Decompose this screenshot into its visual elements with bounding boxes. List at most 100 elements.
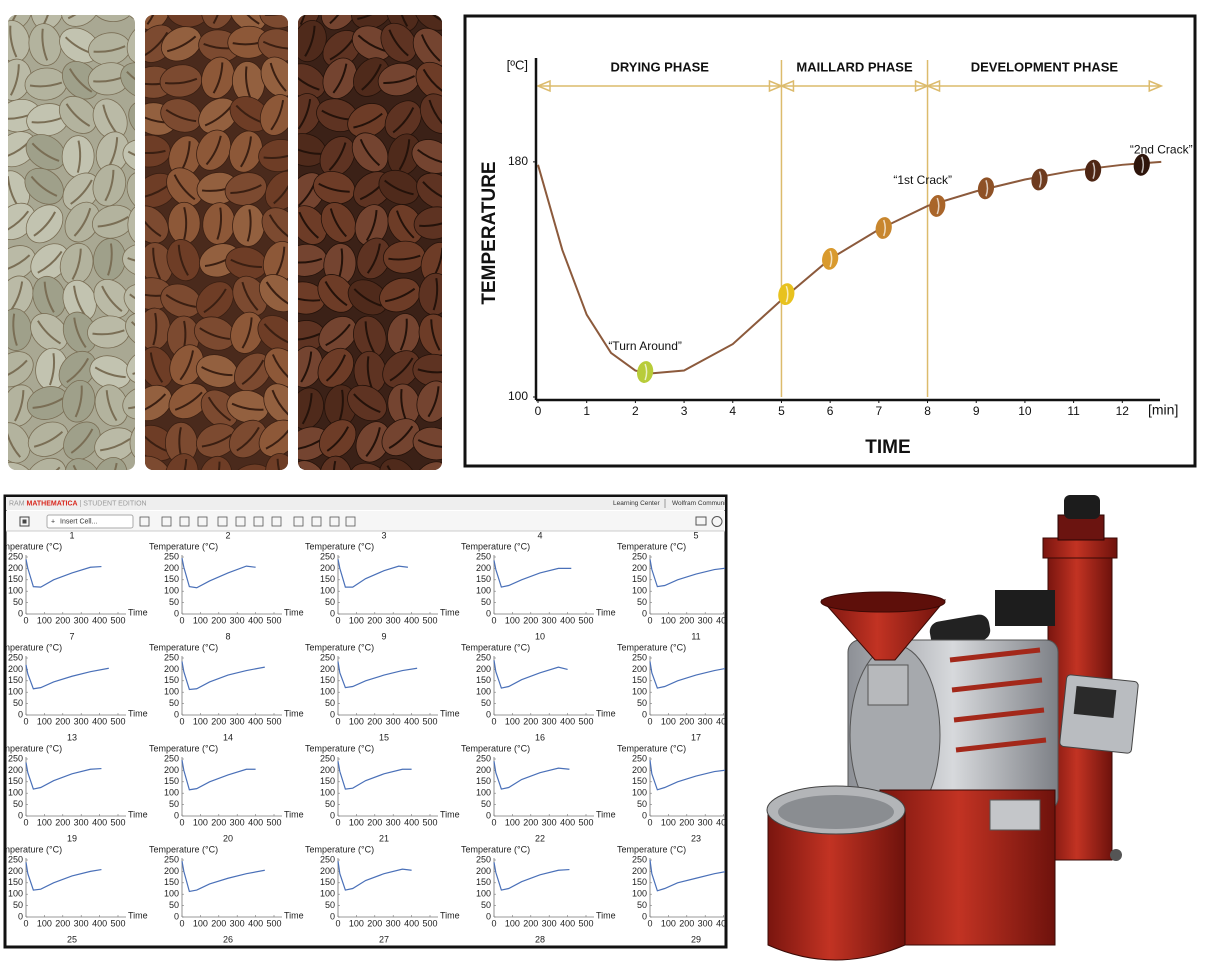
bean-marker [1133,153,1150,176]
x-tick-label: 300 [542,817,557,827]
plot-title: 20 [223,833,233,843]
x-tick-label: 400 [560,716,575,726]
x-tick-label: 7 [876,404,883,418]
bean-crack [146,15,161,25]
bean-crack [165,77,198,85]
x-tick-label: 400 [248,716,263,726]
bean-crack [203,288,227,314]
bean-crack [127,150,135,162]
y-tick-label: 50 [13,799,23,809]
bean-crack [8,428,21,458]
learning-center-link[interactable]: Learning Center [613,500,660,507]
x-tick-label: 100 [349,918,364,928]
bean-crack [386,465,410,470]
bean-crack [9,64,20,96]
x-tick-label: 300 [386,918,401,928]
bean-crack [432,278,439,311]
bean-crack [145,393,167,413]
y-tick-label: 0 [330,911,335,921]
bean-crack [388,29,409,57]
drum-stripes [949,647,1047,753]
x-tick-label: 0 [23,817,28,827]
bean-marker [778,283,795,306]
temperature-line [649,661,725,689]
bean-crack [298,332,321,341]
bean-crack [326,426,349,452]
y-tick-label: 0 [486,709,491,719]
x-tick-label: 400 [404,817,419,827]
y-tick-label: 100 [632,586,647,596]
toolbar-icon [329,516,340,527]
toolbar-icon [179,516,190,527]
plot-title: 4 [537,530,542,540]
community-link[interactable]: Wolfram Communi [672,500,726,507]
insert-cell-menu[interactable] [46,514,134,529]
plot-title: 28 [535,934,545,944]
x-tick-label: 100 [37,817,52,827]
bean-crack [398,139,411,171]
x-tick-label: 300 [698,615,713,625]
y-tick-label: 0 [174,911,179,921]
plot-title: 7 [69,631,74,641]
y-tick-label: 0 [18,608,23,618]
y-tick-label: 0 [330,608,335,618]
bean-crack [324,281,348,307]
bean-crack [388,254,421,261]
bean-crack [428,99,442,129]
x-tick-label: 500 [110,716,125,726]
y-tick-label: 150 [320,574,335,584]
bean-crack [32,466,61,470]
y-tick-label: 200 [164,765,179,775]
x-tick-label: 500 [734,716,749,726]
temperature-line [181,558,256,589]
x-tick-label: 500 [578,918,593,928]
bean-crack [173,174,196,201]
bean-crack [353,112,383,129]
temperature-line [25,862,102,891]
x-axis-title: Time [128,809,148,819]
x-tick-label: 100 [505,918,520,928]
y-axis-title: Temperature (°C) [617,642,686,652]
bean [412,461,442,470]
cell-style-button[interactable] [19,516,30,527]
y-tick-label: 150 [320,776,335,786]
bean-crack [31,142,60,162]
bean-crack [357,15,387,21]
x-tick-label: 100 [349,716,364,726]
y-tick-label: 150 [476,574,491,584]
plot-title: 25 [67,934,77,944]
y-tick-label: 50 [481,698,491,708]
bean-crack [176,458,188,470]
bean [264,170,288,211]
bean-photo [298,15,442,470]
bean-crack [33,211,56,237]
y-axis-title: Temperature (°C) [305,541,374,551]
bean [145,455,172,470]
x-tick-label: 100 [349,615,364,625]
bean-crack [73,317,87,349]
bean-crack [41,28,49,61]
x-tick-label: 300 [230,817,245,827]
y-tick-label: 150 [8,877,23,887]
bean-crack [174,391,203,411]
x-axis-title: Time [440,809,460,819]
bean-crack [359,138,381,167]
bean-crack [68,68,93,93]
y-tick-label: 0 [486,810,491,820]
bean-marker [929,195,946,217]
bean [127,202,135,246]
bean-crack [265,281,288,306]
bean-crack [366,243,381,274]
bean-crack [183,207,188,240]
y-tick-label: 100 [164,687,179,697]
bean [126,23,135,65]
y-tick-label: 50 [13,900,23,910]
toolbar-icon [293,516,304,527]
y-tick-label: 50 [325,900,335,910]
x-tick-label: 5 [778,404,785,418]
hopper-gate [867,664,909,706]
x-tick-label: 200 [679,716,694,726]
x-tick-label: 500 [578,716,593,726]
bean [379,277,421,313]
